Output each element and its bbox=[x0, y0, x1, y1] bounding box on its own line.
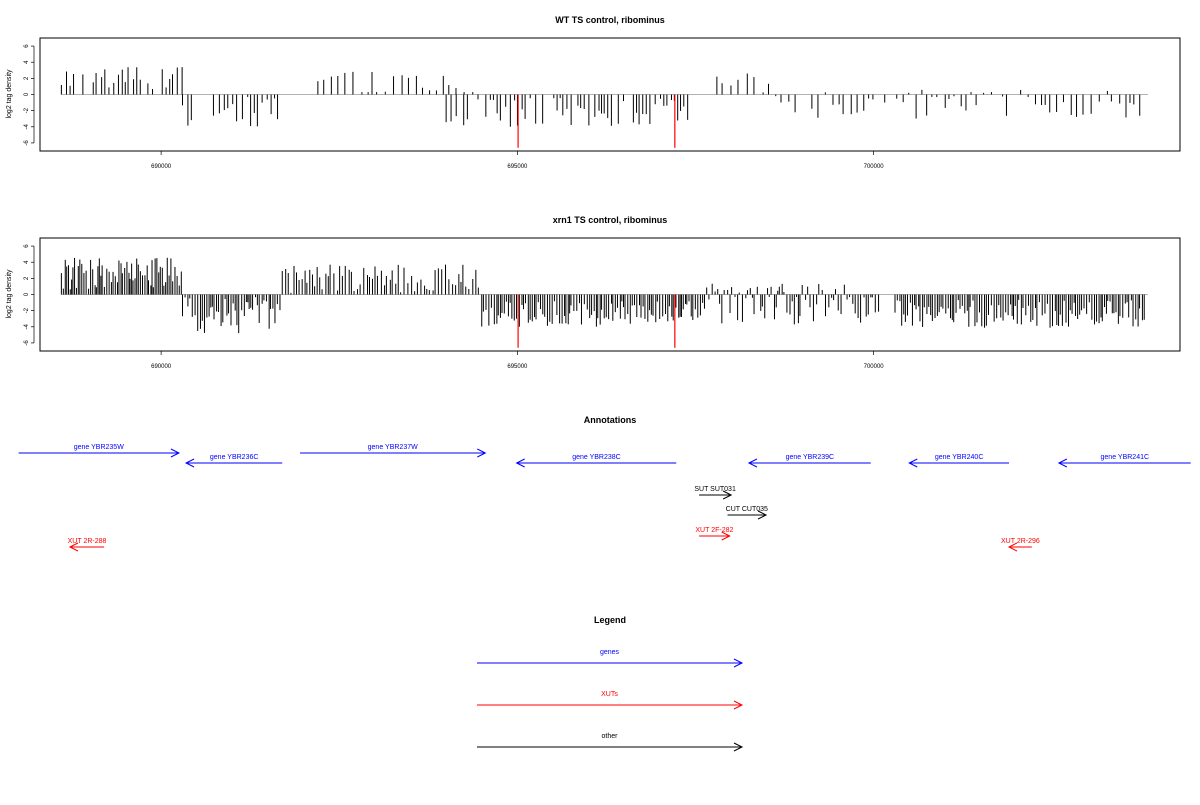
x-tick-label: 695000 bbox=[507, 364, 528, 370]
feature-label: XUT 2R-288 bbox=[68, 538, 107, 545]
y-tick-label: 0 bbox=[24, 92, 30, 96]
y-tick-label: 4 bbox=[24, 60, 30, 64]
feature-label: gene YBR236C bbox=[210, 454, 259, 461]
x-tick-label: 695000 bbox=[507, 164, 528, 170]
feature-arrowhead bbox=[170, 448, 181, 458]
feature-label: SUT SUT031 bbox=[694, 486, 736, 493]
feature-arrowhead bbox=[908, 458, 918, 468]
feature-arrowhead bbox=[515, 458, 525, 468]
feature-arrowhead bbox=[747, 458, 758, 468]
wt-y-axis-label: log2 tag density bbox=[6, 69, 13, 119]
y-tick-label: -2 bbox=[24, 107, 30, 113]
feature-arrowhead bbox=[68, 542, 79, 552]
feature-label: gene YBR237W bbox=[368, 444, 418, 451]
wt-plot-frame bbox=[39, 37, 1181, 152]
legend-arrowhead bbox=[733, 658, 744, 668]
xrn1-y-axis-label: log2 tag density bbox=[6, 269, 13, 319]
legend-arrowhead bbox=[733, 742, 744, 752]
feature-arrowhead bbox=[721, 531, 731, 541]
legend-item-label: other bbox=[602, 733, 619, 740]
y-tick-label: -2 bbox=[24, 307, 30, 313]
y-tick-label: -4 bbox=[24, 123, 30, 129]
xrn1-track-title: xrn1 TS control, ribominus bbox=[553, 215, 668, 225]
feature-label: XUT 2F-282 bbox=[695, 527, 733, 534]
feature-label: gene YBR241C bbox=[1101, 454, 1150, 461]
xrn1-plot-frame bbox=[39, 237, 1181, 352]
x-tick-label: 700000 bbox=[864, 164, 885, 170]
feature-arrowhead bbox=[184, 458, 195, 468]
x-tick-label: 700000 bbox=[864, 364, 885, 370]
legend-item-label: genes bbox=[600, 649, 620, 656]
feature-arrowhead bbox=[477, 448, 487, 458]
y-tick-label: 6 bbox=[24, 244, 30, 248]
x-tick-label: 690000 bbox=[151, 164, 172, 170]
x-tick-label: 690000 bbox=[151, 364, 172, 370]
legend-title: Legend bbox=[594, 615, 626, 625]
feature-label: gene YBR240C bbox=[935, 454, 984, 461]
feature-arrowhead bbox=[1057, 458, 1068, 468]
feature-arrowhead bbox=[1007, 542, 1018, 552]
xrn1-track-panel: xrn1 TS control, ribominus log2 tag dens… bbox=[6, 215, 1181, 370]
feature-label: XUT 2R-296 bbox=[1001, 538, 1040, 545]
feature-label: gene YBR239C bbox=[786, 454, 835, 461]
feature-label: gene YBR238C bbox=[572, 454, 621, 461]
legend-arrowhead bbox=[733, 700, 744, 710]
feature-label: CUT CUT035 bbox=[726, 506, 768, 513]
feature-arrowhead bbox=[722, 490, 733, 500]
y-tick-label: -6 bbox=[24, 140, 30, 146]
y-tick-label: -4 bbox=[24, 323, 30, 329]
feature-label: gene YBR235W bbox=[74, 444, 124, 451]
feature-arrowhead bbox=[757, 510, 768, 520]
annotations-panel: Annotations gene YBR235W gene YBR236C gene… bbox=[18, 415, 1191, 552]
legend-panel: Legend genes XUTs other bbox=[477, 615, 744, 752]
wt-track-title: WT TS control, ribominus bbox=[555, 15, 665, 25]
y-tick-label: 0 bbox=[24, 292, 30, 296]
y-tick-label: 4 bbox=[24, 260, 30, 264]
wt-track-panel: WT TS control, ribominus log2 tag densit… bbox=[6, 15, 1181, 170]
y-tick-label: 2 bbox=[24, 276, 30, 280]
y-tick-label: 6 bbox=[24, 44, 30, 48]
annotations-title: Annotations bbox=[584, 415, 637, 425]
y-tick-label: -6 bbox=[24, 340, 30, 346]
legend-item-label: XUTs bbox=[601, 691, 618, 698]
y-tick-label: 2 bbox=[24, 76, 30, 80]
